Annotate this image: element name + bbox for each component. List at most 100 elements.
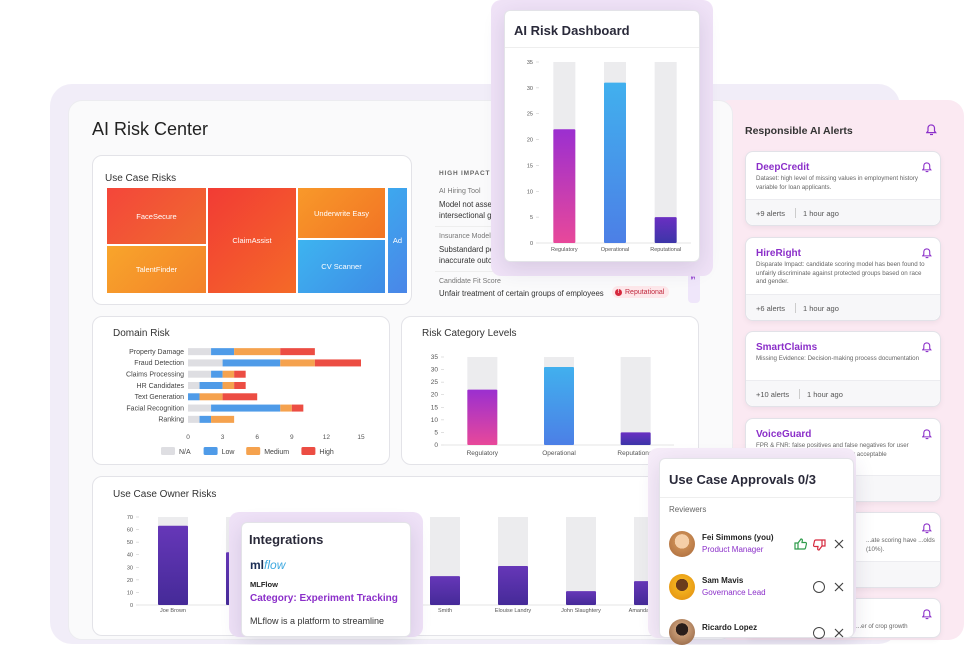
alert-count[interactable]: +6 alerts xyxy=(756,304,785,313)
y-tick-label: 25 xyxy=(431,379,439,386)
bell-icon[interactable] xyxy=(922,162,932,173)
alert-card-smartclaims[interactable]: SmartClaims Missing Evidence: Decision-m… xyxy=(745,331,941,407)
integration-category[interactable]: Category: Experiment Tracking xyxy=(250,593,398,604)
alert-time: 1 hour ago xyxy=(803,209,839,218)
bar-track xyxy=(654,62,677,243)
bar-segment xyxy=(234,348,281,356)
x-tick-label: Operational xyxy=(542,450,576,457)
bar xyxy=(544,367,574,445)
tile-claimassist[interactable]: ClaimAssist xyxy=(208,188,296,293)
x-tick-label: 6 xyxy=(255,434,259,441)
alert-description: ...er of crop growth xyxy=(856,623,908,630)
alert-name[interactable]: HireRight xyxy=(756,248,801,259)
close-icon[interactable] xyxy=(834,539,844,549)
approvals-popup: Use Case Approvals 0/3 Reviewers Fei Sim… xyxy=(659,458,854,645)
bell-icon[interactable] xyxy=(922,342,932,353)
risk-item-desc: intersectional grou xyxy=(439,211,503,220)
approvals-title: Use Case Approvals 0/3 xyxy=(669,472,816,487)
alert-name[interactable]: VoiceGuard xyxy=(756,429,812,440)
footer-divider xyxy=(795,303,796,313)
alert-time: 1 hour ago xyxy=(803,304,839,313)
tile-talentfinder[interactable]: TalentFinder xyxy=(107,246,206,293)
thumbs-up-icon[interactable] xyxy=(794,538,807,550)
mlflow-logo: mlflow xyxy=(250,558,285,572)
alert-count[interactable]: +10 alerts xyxy=(756,390,790,399)
bar-segment xyxy=(211,348,235,356)
bar-track xyxy=(620,357,651,445)
alert-card-hireright[interactable]: HireRight Disparate Impact: candidate sc… xyxy=(745,237,941,321)
pending-status-icon[interactable] xyxy=(813,581,825,593)
alert-footer: +10 alerts 1 hour ago xyxy=(746,380,940,406)
y-tick-label: 20 xyxy=(527,138,533,144)
alert-description: Missing Evidence: Decision-making proces… xyxy=(756,355,920,362)
bar xyxy=(604,82,626,243)
reviewer-name: Fei Simmons (you) xyxy=(702,533,774,542)
use-case-risks-card: Use Case Risks FaceSecure ClaimAssist Un… xyxy=(92,155,412,305)
alert-name[interactable]: SmartClaims xyxy=(756,342,818,353)
legend-label: Medium xyxy=(264,449,289,456)
domain-risk-card: Domain Risk Property Damage Fraud Detecti… xyxy=(92,316,390,465)
bar-segment xyxy=(291,404,304,412)
alert-description: ...ate scoring have ...olds (10%). xyxy=(866,537,935,553)
tile-ad[interactable]: Ad xyxy=(388,188,407,293)
y-tick-label: 0 xyxy=(434,442,438,449)
y-category-label: Claims Processing xyxy=(126,372,184,379)
y-tick-label: 0 xyxy=(130,603,133,609)
bar-segment xyxy=(234,370,246,378)
bell-icon[interactable] xyxy=(922,429,932,440)
y-category-label: Property Damage xyxy=(129,349,184,356)
bar xyxy=(158,525,188,605)
close-icon[interactable] xyxy=(834,628,844,638)
y-tick-label: 30 xyxy=(431,367,439,374)
bar-segment xyxy=(234,382,246,389)
bar xyxy=(498,566,528,605)
alert-card-deepcredit[interactable]: DeepCredit Dataset: high level of missin… xyxy=(745,151,941,226)
tile-facesecure[interactable]: FaceSecure xyxy=(107,188,206,244)
avatar xyxy=(669,531,695,557)
risk-item-desc: inaccurate outcom xyxy=(439,256,503,265)
reviewer-role: Product Manager xyxy=(702,545,764,554)
bell-icon[interactable] xyxy=(922,609,932,620)
page-title: AI Risk Center xyxy=(92,119,209,139)
alerts-panel: Responsible AI Alerts xyxy=(733,102,958,642)
bell-icon[interactable] xyxy=(922,248,932,259)
alert-name[interactable]: DeepCredit xyxy=(756,162,810,173)
legend-label: N/A xyxy=(179,449,191,456)
domain-risk-title: Domain Risk xyxy=(113,328,170,339)
risk-item-name[interactable]: Candidate Fit Score xyxy=(439,278,501,285)
bar xyxy=(566,591,596,605)
tile-underwrite-easy[interactable]: Underwrite Easy xyxy=(298,188,385,238)
divider xyxy=(660,497,853,498)
bar-segment xyxy=(188,393,200,401)
risk-category-chart: 0 5 10 15 20 25 30 35 Regulatory Operational Reput… xyxy=(431,354,674,457)
alert-count[interactable]: +9 alerts xyxy=(756,209,785,218)
x-tick-label: Regulatory xyxy=(467,450,499,457)
bell-icon[interactable] xyxy=(922,523,932,534)
bar-track xyxy=(566,517,596,605)
close-icon[interactable] xyxy=(834,582,844,592)
risk-item-name[interactable]: AI Hiring Tool xyxy=(439,188,481,195)
divider xyxy=(505,47,699,48)
use-case-risks-title: Use Case Risks xyxy=(105,173,177,184)
risk-item-desc: Substandard perfo xyxy=(439,245,504,254)
y-category-label: Fraud Detection xyxy=(134,360,184,367)
alert-icon: ! xyxy=(615,288,622,296)
x-tick-label: Operational xyxy=(601,247,629,253)
footer-divider xyxy=(795,208,796,218)
bell-icon[interactable] xyxy=(926,124,937,136)
pending-status-icon[interactable] xyxy=(813,627,825,639)
alert-footer: +6 alerts 1 hour ago xyxy=(746,294,940,320)
x-tick-label: Reputational xyxy=(650,247,681,253)
owner-risks-title: Use Case Owner Risks xyxy=(113,489,217,500)
risk-item-name[interactable]: Insurance Model xyxy=(439,233,491,240)
bar xyxy=(620,432,651,445)
bar-segment xyxy=(222,382,235,389)
thumbs-down-icon[interactable] xyxy=(813,539,826,551)
dashboard-popup: AI Risk Dashboard 0 5 10 15 20 25 30 35 Regulato… xyxy=(504,10,700,262)
high-impact-heading: HIGH IMPACT RISK xyxy=(439,170,512,177)
y-tick-label: 10 xyxy=(127,590,133,596)
x-tick-label: Joe Brown xyxy=(160,608,186,614)
avatar xyxy=(669,574,695,600)
x-tick-label: Elouise Landry xyxy=(495,608,532,614)
tile-cv-scanner[interactable]: CV Scanner xyxy=(298,240,385,293)
